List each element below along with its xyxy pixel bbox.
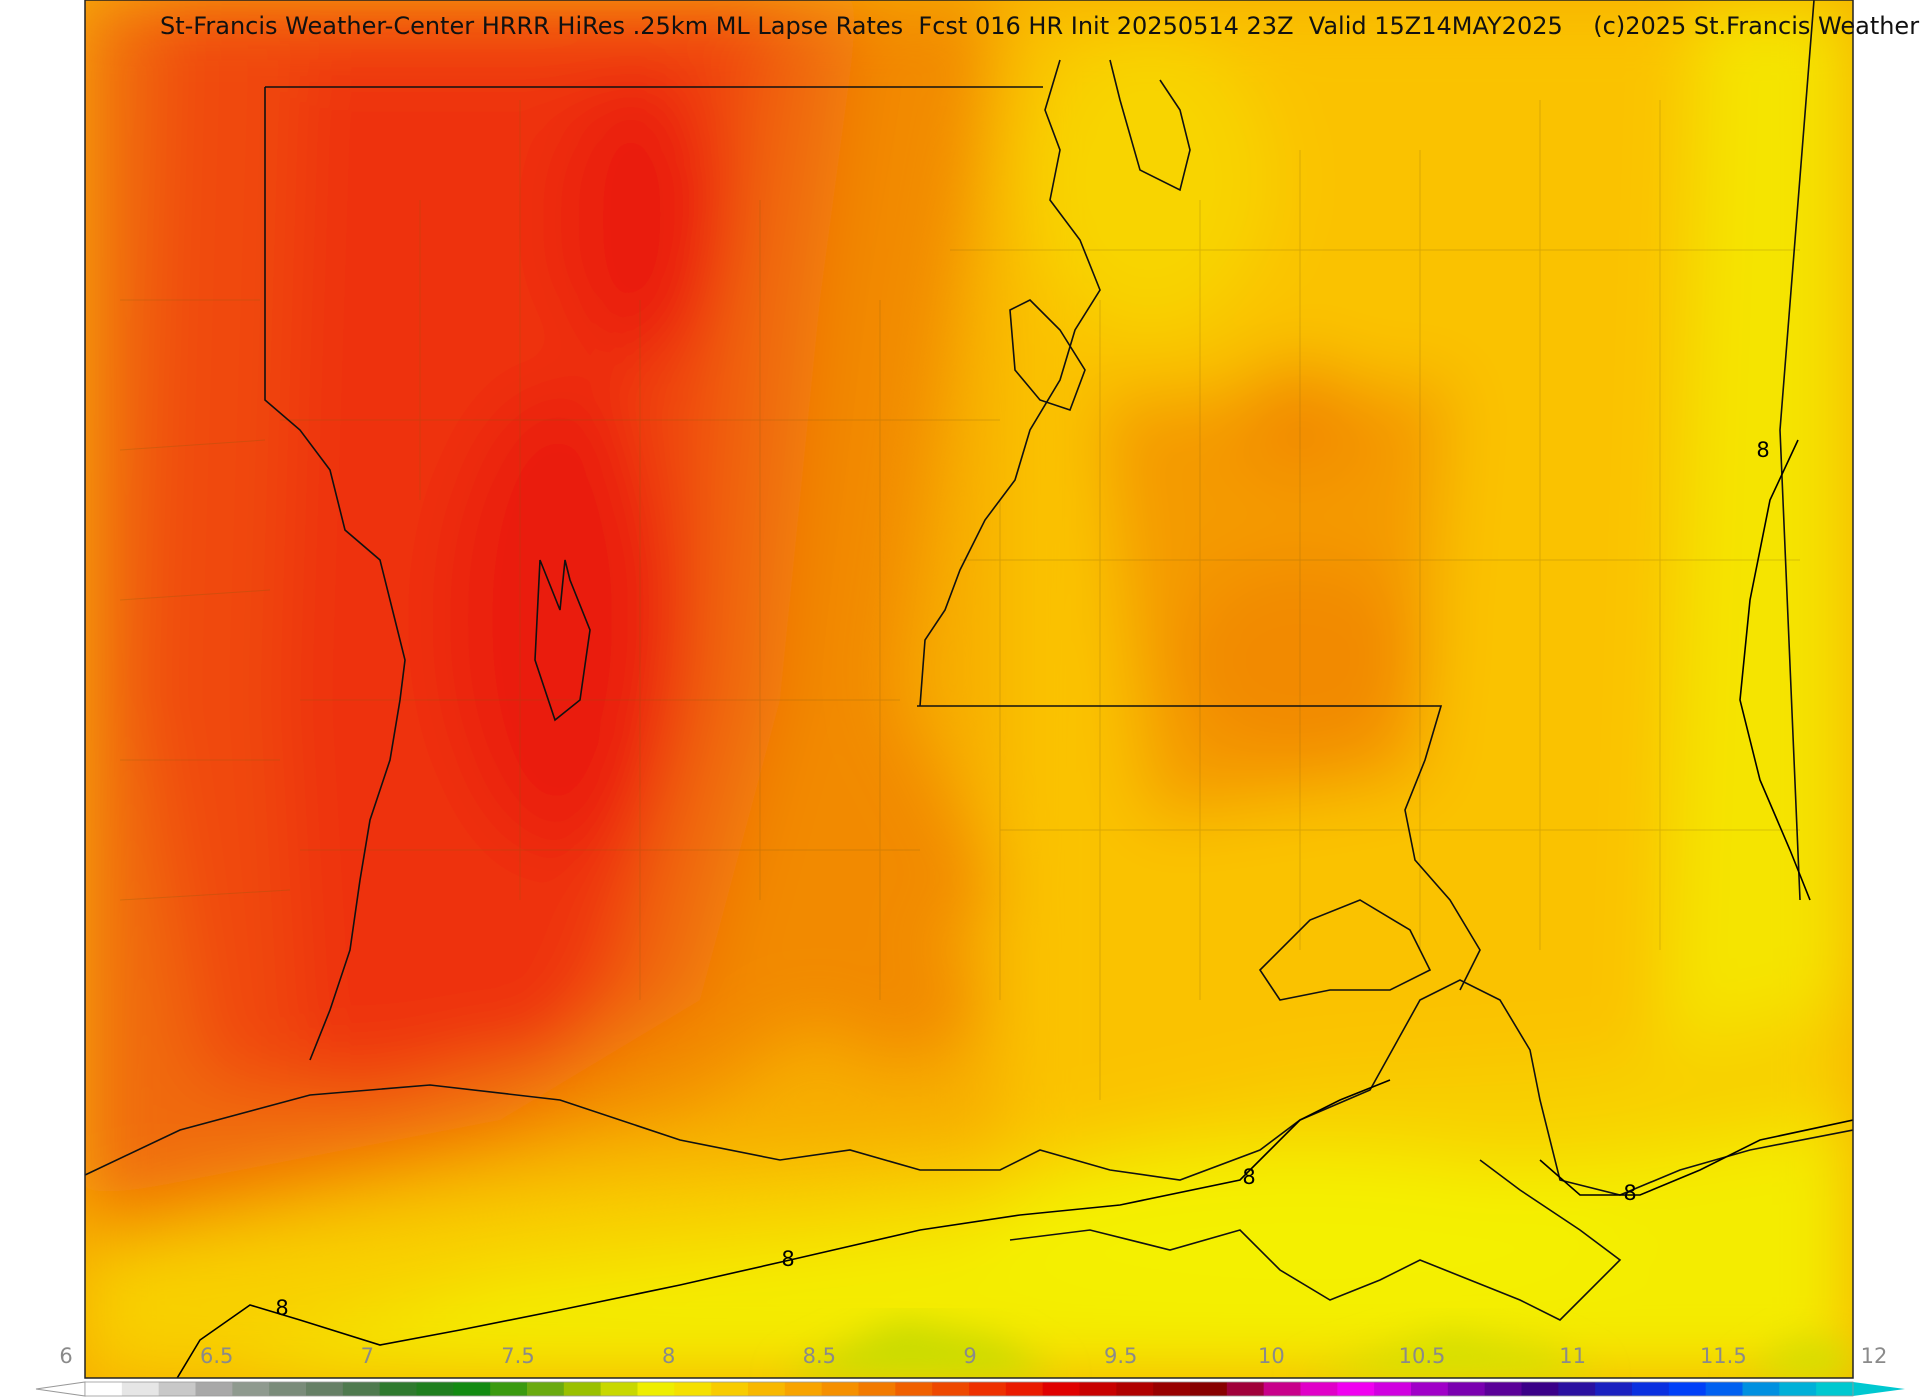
colorbar-swatch bbox=[1632, 1382, 1670, 1396]
colorbar-tick-label: 7 bbox=[361, 1344, 374, 1368]
colorbar-tick-label: 9.5 bbox=[1104, 1344, 1137, 1368]
colorbar-swatch bbox=[969, 1382, 1007, 1396]
colorbar-swatch bbox=[269, 1382, 307, 1396]
colorbar-swatch bbox=[895, 1382, 933, 1396]
colorbar-swatch bbox=[711, 1382, 749, 1396]
colorbar-swatch bbox=[121, 1382, 160, 1396]
colorbar-swatch bbox=[858, 1382, 896, 1396]
contour-label: 8 bbox=[1623, 1181, 1636, 1205]
county-lines bbox=[119, 100, 1800, 1100]
colorbar-frame bbox=[84, 1381, 1854, 1397]
colorbar-tick-label: 6.5 bbox=[200, 1344, 233, 1368]
contour-label: 8 bbox=[1242, 1165, 1255, 1189]
colorbar-swatch bbox=[195, 1382, 233, 1396]
colorbar-swatch bbox=[1079, 1382, 1117, 1396]
colorbar-swatch bbox=[1558, 1382, 1596, 1396]
colorbar-swatch bbox=[1521, 1382, 1559, 1396]
colorbar-swatch bbox=[342, 1382, 381, 1396]
contour-8 bbox=[176, 439, 1853, 1378]
field-lowest bbox=[780, 1320, 1853, 1378]
colorbar-swatch bbox=[306, 1382, 344, 1396]
colorbar-swatch bbox=[1042, 1382, 1080, 1396]
colorbar-swatch bbox=[1484, 1382, 1522, 1396]
colorbar-swatch bbox=[748, 1382, 786, 1396]
field-shading bbox=[85, 0, 1853, 1378]
colorbar-swatch bbox=[416, 1382, 454, 1396]
colorbar-swatch bbox=[1300, 1382, 1338, 1396]
colorbar-swatch bbox=[600, 1382, 638, 1396]
colorbar-swatch bbox=[158, 1382, 196, 1396]
colorbar-swatch bbox=[1190, 1382, 1228, 1396]
colorbar-swatch bbox=[563, 1382, 602, 1396]
colorbar-swatch bbox=[1742, 1382, 1780, 1396]
colorbar-swatch bbox=[379, 1382, 417, 1396]
colorbar-tick-label: 12 bbox=[1861, 1344, 1888, 1368]
colorbar-swatch bbox=[1447, 1382, 1486, 1396]
contour-labels: 8 8 8 8 8 bbox=[275, 438, 1769, 1320]
contour-label: 8 bbox=[1756, 438, 1769, 462]
colorbar-swatch bbox=[1263, 1382, 1301, 1396]
colorbar-tick-label: 11 bbox=[1559, 1344, 1586, 1368]
colorbar-swatch bbox=[1411, 1382, 1449, 1396]
colorbar-swatch bbox=[1337, 1382, 1375, 1396]
colorbar-tick-label: 11.5 bbox=[1700, 1344, 1747, 1368]
colorbar-swatch bbox=[674, 1382, 712, 1396]
colorbar-swatch bbox=[232, 1382, 270, 1396]
colorbar-under-arrow bbox=[35, 1381, 86, 1397]
colorbar-swatch bbox=[1005, 1382, 1044, 1396]
colorbar-swatch bbox=[1374, 1382, 1412, 1396]
colorbar-swatch bbox=[527, 1382, 565, 1396]
contour-label: 8 bbox=[781, 1247, 794, 1271]
map-title: St-Francis Weather-Center HRRR HiRes .25… bbox=[160, 12, 1919, 40]
colorbar-tick-label: 9 bbox=[963, 1344, 976, 1368]
colorbar-tick-label: 7.5 bbox=[501, 1344, 534, 1368]
colorbar-swatch bbox=[637, 1382, 675, 1396]
colorbar-swatch bbox=[453, 1382, 491, 1396]
colorbar-swatch bbox=[1779, 1382, 1817, 1396]
colorbar-swatch bbox=[784, 1382, 823, 1396]
colorbar-swatch bbox=[1116, 1382, 1154, 1396]
colorbar-swatch bbox=[1816, 1382, 1854, 1396]
colorbar-swatch bbox=[1705, 1382, 1743, 1396]
colorbar-swatch bbox=[1153, 1382, 1191, 1396]
state-borders bbox=[85, 0, 1853, 1321]
colorbar: 6 6.5 7 7.5 8 8.5 9 9.5 10 10.5 11 11.5 12 bbox=[35, 1344, 1905, 1397]
colorbar-swatch bbox=[85, 1382, 123, 1396]
colorbar-swatch bbox=[1668, 1382, 1707, 1396]
colorbar-tick-label: 6 bbox=[59, 1344, 72, 1368]
colorbar-tick-label: 10 bbox=[1258, 1344, 1285, 1368]
colorbar-swatch bbox=[932, 1382, 970, 1396]
colorbar-swatch bbox=[1595, 1382, 1633, 1396]
colorbar-swatch bbox=[1226, 1382, 1265, 1396]
colorbar-tick-label: 8 bbox=[662, 1344, 675, 1368]
colorbar-swatch bbox=[490, 1382, 528, 1396]
colorbar-tick-label: 8.5 bbox=[803, 1344, 836, 1368]
colorbar-over-arrow bbox=[1853, 1382, 1905, 1396]
colorbar-tick-label: 10.5 bbox=[1399, 1344, 1446, 1368]
colorbar-swatch bbox=[821, 1382, 859, 1396]
map-frame bbox=[84, 0, 1854, 1379]
field bbox=[85, 0, 1853, 1378]
contour-label: 8 bbox=[275, 1296, 288, 1320]
